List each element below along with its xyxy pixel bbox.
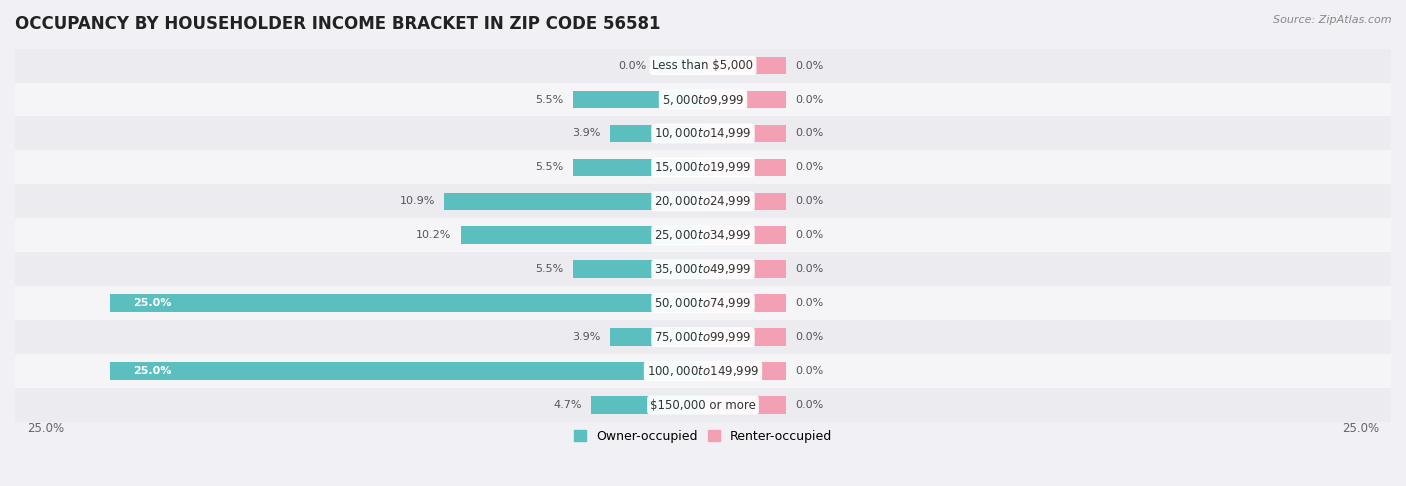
Bar: [703, 124, 786, 142]
Bar: [0, 320, 1406, 354]
Bar: [0, 184, 1406, 218]
Bar: [703, 362, 786, 380]
Text: 3.9%: 3.9%: [572, 332, 600, 342]
Bar: [703, 260, 786, 278]
Text: 0.0%: 0.0%: [796, 400, 824, 410]
Text: $10,000 to $14,999: $10,000 to $14,999: [654, 126, 752, 140]
Text: $35,000 to $49,999: $35,000 to $49,999: [654, 262, 752, 276]
Bar: [0, 354, 1406, 388]
Bar: [110, 362, 703, 380]
Text: 0.0%: 0.0%: [796, 230, 824, 240]
Text: 0.0%: 0.0%: [796, 196, 824, 207]
Bar: [444, 192, 703, 210]
Bar: [0, 286, 1406, 320]
Bar: [0, 252, 1406, 286]
Text: 10.9%: 10.9%: [399, 196, 434, 207]
Bar: [0, 83, 1406, 117]
Text: 0.0%: 0.0%: [796, 61, 824, 70]
Text: $20,000 to $24,999: $20,000 to $24,999: [654, 194, 752, 208]
Bar: [703, 57, 786, 74]
Bar: [110, 295, 703, 312]
Bar: [703, 91, 786, 108]
Text: $5,000 to $9,999: $5,000 to $9,999: [662, 92, 744, 106]
Text: $100,000 to $149,999: $100,000 to $149,999: [647, 364, 759, 378]
Text: Less than $5,000: Less than $5,000: [652, 59, 754, 72]
Text: 0.0%: 0.0%: [796, 332, 824, 342]
Bar: [703, 226, 786, 244]
Bar: [572, 158, 703, 176]
Text: 25.0%: 25.0%: [27, 422, 65, 435]
Bar: [655, 57, 703, 74]
Text: 25.0%: 25.0%: [134, 366, 172, 376]
Bar: [461, 226, 703, 244]
Text: 0.0%: 0.0%: [796, 128, 824, 139]
Text: 3.9%: 3.9%: [572, 128, 600, 139]
Bar: [572, 260, 703, 278]
Text: 10.2%: 10.2%: [416, 230, 451, 240]
Text: 5.5%: 5.5%: [534, 264, 562, 274]
Bar: [0, 151, 1406, 184]
Text: 4.7%: 4.7%: [554, 400, 582, 410]
Text: $75,000 to $99,999: $75,000 to $99,999: [654, 330, 752, 344]
Bar: [703, 192, 786, 210]
Text: $150,000 or more: $150,000 or more: [650, 399, 756, 412]
Text: 0.0%: 0.0%: [796, 298, 824, 308]
Text: Source: ZipAtlas.com: Source: ZipAtlas.com: [1274, 15, 1392, 25]
Bar: [610, 329, 703, 346]
Text: 0.0%: 0.0%: [796, 366, 824, 376]
Bar: [0, 218, 1406, 252]
Text: $50,000 to $74,999: $50,000 to $74,999: [654, 296, 752, 310]
Bar: [0, 117, 1406, 151]
Bar: [0, 388, 1406, 422]
Text: $15,000 to $19,999: $15,000 to $19,999: [654, 160, 752, 174]
Bar: [572, 91, 703, 108]
Text: 25.0%: 25.0%: [1341, 422, 1379, 435]
Bar: [610, 124, 703, 142]
Text: 0.0%: 0.0%: [617, 61, 647, 70]
Legend: Owner-occupied, Renter-occupied: Owner-occupied, Renter-occupied: [568, 425, 838, 448]
Bar: [703, 329, 786, 346]
Text: 0.0%: 0.0%: [796, 264, 824, 274]
Bar: [0, 49, 1406, 83]
Text: 0.0%: 0.0%: [796, 94, 824, 104]
Text: 0.0%: 0.0%: [796, 162, 824, 173]
Text: 5.5%: 5.5%: [534, 162, 562, 173]
Bar: [592, 396, 703, 414]
Text: 5.5%: 5.5%: [534, 94, 562, 104]
Text: $25,000 to $34,999: $25,000 to $34,999: [654, 228, 752, 243]
Bar: [703, 295, 786, 312]
Bar: [703, 158, 786, 176]
Bar: [703, 396, 786, 414]
Text: OCCUPANCY BY HOUSEHOLDER INCOME BRACKET IN ZIP CODE 56581: OCCUPANCY BY HOUSEHOLDER INCOME BRACKET …: [15, 15, 661, 33]
Text: 25.0%: 25.0%: [134, 298, 172, 308]
